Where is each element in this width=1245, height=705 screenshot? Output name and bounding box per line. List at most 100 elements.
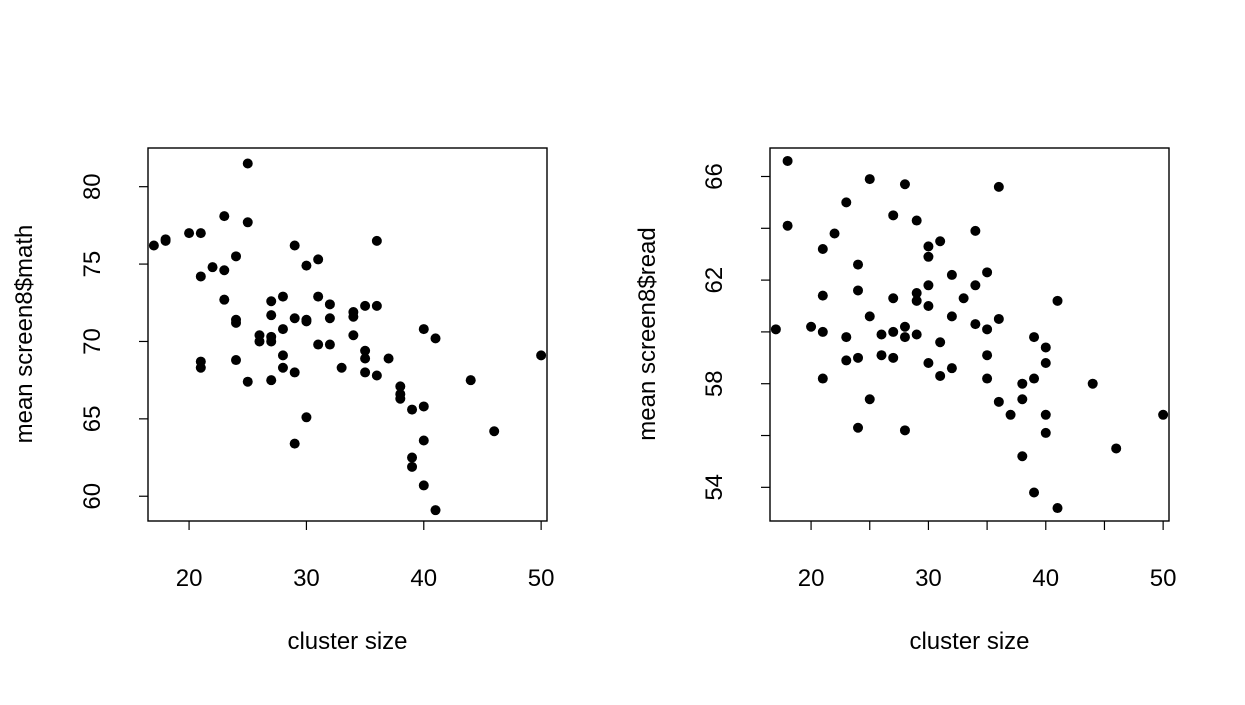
- x-axis-label: cluster size: [909, 628, 1029, 655]
- data-point: [277, 362, 288, 373]
- data-point: [383, 353, 394, 364]
- data-point: [982, 267, 993, 278]
- data-point: [782, 155, 793, 166]
- data-point: [923, 280, 934, 291]
- data-point: [841, 355, 852, 366]
- data-point: [911, 215, 922, 226]
- data-point: [1017, 451, 1028, 462]
- data-point: [876, 350, 887, 361]
- y-tick-label: 62: [701, 267, 728, 294]
- data-point: [360, 345, 371, 356]
- data-point: [1040, 409, 1051, 420]
- data-point: [782, 220, 793, 231]
- data-point: [817, 373, 828, 384]
- data-point: [395, 393, 406, 404]
- data-point: [806, 321, 817, 332]
- data-point: [219, 294, 230, 305]
- x-tick-label: 50: [528, 565, 555, 592]
- data-point: [254, 336, 265, 347]
- plot-frame: [147, 147, 548, 522]
- x-axis-label: cluster size: [287, 628, 407, 655]
- data-point: [301, 412, 312, 423]
- data-point: [301, 260, 312, 271]
- data-point: [1040, 357, 1051, 368]
- data-point: [1029, 373, 1040, 384]
- data-point: [1052, 503, 1063, 514]
- data-point: [242, 217, 253, 228]
- data-point: [829, 228, 840, 239]
- data-point: [923, 251, 934, 262]
- data-point: [958, 293, 969, 304]
- read-scatter-panel: 20 30 40 50 54 58 62 66 cluster size mean screen8…: [634, 147, 1176, 655]
- data-point: [1005, 409, 1016, 420]
- data-point: [864, 174, 875, 185]
- y-tick-label: 80: [79, 173, 106, 200]
- data-point: [313, 291, 324, 302]
- data-point: [993, 313, 1004, 324]
- x-tick-label: 40: [410, 565, 437, 592]
- data-point: [1017, 378, 1028, 389]
- data-point: [911, 329, 922, 340]
- data-point: [1029, 332, 1040, 343]
- data-point: [195, 228, 206, 239]
- plot-frame: [769, 147, 1170, 522]
- data-point: [923, 241, 934, 252]
- data-point: [313, 339, 324, 350]
- y-tick-label: 54: [701, 474, 728, 501]
- data-point: [195, 271, 206, 282]
- data-point: [817, 244, 828, 255]
- x-tick-label: 20: [176, 565, 203, 592]
- x-tick-label: 40: [1032, 565, 1059, 592]
- data-point: [1040, 342, 1051, 353]
- data-point: [348, 330, 359, 341]
- data-point: [489, 426, 500, 437]
- data-point: [395, 381, 406, 392]
- data-point: [876, 329, 887, 340]
- data-point: [207, 262, 218, 273]
- data-point: [313, 254, 324, 265]
- data-point: [289, 313, 300, 324]
- data-point: [853, 352, 864, 363]
- data-point: [1111, 443, 1122, 454]
- data-point: [231, 355, 242, 366]
- y-tick-label: 65: [79, 405, 106, 432]
- data-point: [1087, 378, 1098, 389]
- data-point: [418, 480, 429, 491]
- data-point: [277, 291, 288, 302]
- data-point: [430, 505, 441, 516]
- data-point: [864, 311, 875, 322]
- data-point: [360, 353, 371, 364]
- data-point: [536, 350, 547, 361]
- data-point: [982, 350, 993, 361]
- y-axis-label: mean screen8$read: [634, 227, 661, 440]
- data-point: [289, 438, 300, 449]
- data-point: [911, 288, 922, 299]
- data-point: [864, 394, 875, 405]
- data-point: [888, 210, 899, 221]
- math-scatter-panel: 20 30 40 50 60 65 70 75 80 cluster size mean scree…: [11, 147, 555, 655]
- data-point: [348, 311, 359, 322]
- y-tick-label: 60: [79, 483, 106, 510]
- x-tick-label: 30: [915, 565, 942, 592]
- data-point: [242, 376, 253, 387]
- data-point: [853, 285, 864, 296]
- data-point: [160, 234, 171, 245]
- data-point: [465, 375, 476, 386]
- data-point: [242, 158, 253, 169]
- data-point: [430, 333, 441, 344]
- data-point: [982, 373, 993, 384]
- data-point: [899, 332, 910, 343]
- data-point: [1158, 409, 1169, 420]
- data-point: [418, 401, 429, 412]
- data-point: [970, 225, 981, 236]
- data-point: [841, 197, 852, 208]
- data-point: [935, 370, 946, 381]
- x-tick-label: 20: [798, 565, 825, 592]
- data-point: [888, 326, 899, 337]
- data-point: [946, 311, 957, 322]
- data-point: [982, 324, 993, 335]
- y-tick-label: 58: [701, 370, 728, 397]
- data-point: [219, 265, 230, 276]
- data-point: [935, 236, 946, 247]
- data-point: [993, 181, 1004, 192]
